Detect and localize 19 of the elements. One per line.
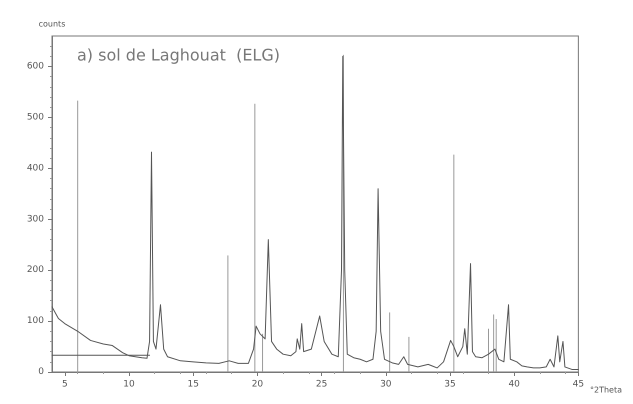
x-tick-label: 30 (380, 380, 392, 390)
y-tick-label: 0 (38, 367, 44, 377)
y-tick-label: 600 (26, 62, 44, 72)
x-axis-title: °2Theta (590, 386, 622, 394)
x-tick-label: 25 (316, 380, 328, 390)
x-tick-label: 5 (62, 380, 68, 390)
x-tick-label: 35 (444, 380, 456, 390)
text: a) sol de Laghouat (ELG) (77, 46, 280, 64)
y-tick-label: 500 (26, 112, 44, 122)
y-tick-label: 300 (26, 214, 44, 224)
y-tick-label: 200 (26, 265, 44, 276)
x-tick-label: 45 (572, 380, 584, 390)
y-tick-label: 100 (26, 316, 44, 326)
x-tick-label: 20 (252, 380, 264, 390)
x-tick-label: 15 (187, 380, 199, 390)
y-axis-title: counts (38, 20, 66, 28)
x-tick-label: 10 (123, 380, 136, 390)
y-tick-label: 400 (26, 163, 44, 174)
x-tick-label: 40 (508, 380, 520, 390)
